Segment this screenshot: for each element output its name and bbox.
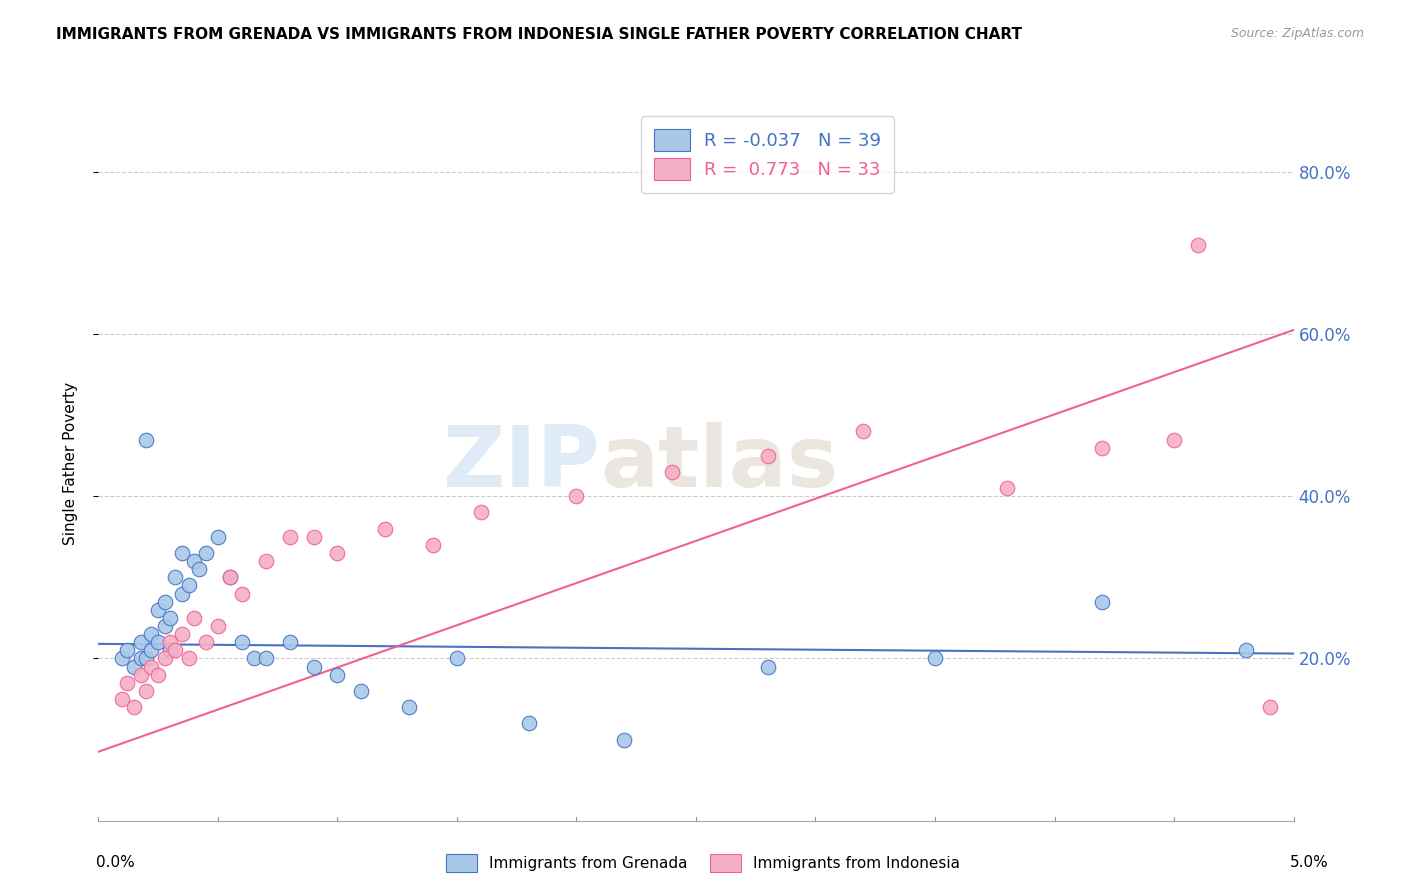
Point xyxy=(756,449,779,463)
Point xyxy=(163,643,186,657)
Point xyxy=(1258,700,1281,714)
Point xyxy=(172,586,194,600)
Point xyxy=(195,635,218,649)
Text: 0.0%: 0.0% xyxy=(96,855,135,870)
Point xyxy=(517,716,540,731)
Point xyxy=(183,554,205,568)
Point xyxy=(254,554,277,568)
Point xyxy=(278,530,301,544)
Point xyxy=(135,433,157,447)
Point xyxy=(398,700,420,714)
Point xyxy=(995,481,1018,495)
Text: atlas: atlas xyxy=(600,422,838,506)
Text: Source: ZipAtlas.com: Source: ZipAtlas.com xyxy=(1230,27,1364,40)
Point xyxy=(159,635,181,649)
Point xyxy=(1163,433,1185,447)
Y-axis label: Single Father Poverty: Single Father Poverty xyxy=(63,383,77,545)
Point xyxy=(1234,643,1257,657)
Point xyxy=(159,611,181,625)
Point xyxy=(1187,238,1209,252)
Point xyxy=(852,425,875,439)
Point xyxy=(124,700,146,714)
Point xyxy=(231,635,253,649)
Point xyxy=(172,627,194,641)
Point xyxy=(163,570,186,584)
Point xyxy=(148,635,170,649)
Point xyxy=(219,570,242,584)
Point xyxy=(159,643,181,657)
Point xyxy=(350,684,373,698)
Point xyxy=(924,651,946,665)
Point xyxy=(187,562,209,576)
Point xyxy=(139,627,162,641)
Text: ZIP: ZIP xyxy=(443,422,600,506)
Point xyxy=(1091,595,1114,609)
Point xyxy=(155,651,177,665)
Text: IMMIGRANTS FROM GRENADA VS IMMIGRANTS FROM INDONESIA SINGLE FATHER POVERTY CORRE: IMMIGRANTS FROM GRENADA VS IMMIGRANTS FR… xyxy=(56,27,1022,42)
Point xyxy=(470,506,492,520)
Point xyxy=(326,546,349,560)
Point xyxy=(183,611,205,625)
Point xyxy=(207,619,229,633)
Legend: R = -0.037   N = 39, R =  0.773   N = 33: R = -0.037 N = 39, R = 0.773 N = 33 xyxy=(641,116,894,193)
Point xyxy=(139,659,162,673)
Point xyxy=(131,667,153,681)
Text: 5.0%: 5.0% xyxy=(1289,855,1329,870)
Point xyxy=(179,578,201,592)
Point xyxy=(124,659,146,673)
Point xyxy=(278,635,301,649)
Point xyxy=(111,692,134,706)
Point xyxy=(219,570,242,584)
Legend: Immigrants from Grenada, Immigrants from Indonesia: Immigrants from Grenada, Immigrants from… xyxy=(439,846,967,880)
Point xyxy=(302,530,325,544)
Point xyxy=(565,489,588,503)
Point xyxy=(613,732,636,747)
Point xyxy=(302,659,325,673)
Point xyxy=(131,635,153,649)
Point xyxy=(131,651,153,665)
Point xyxy=(326,667,349,681)
Point xyxy=(254,651,277,665)
Point xyxy=(374,522,396,536)
Point xyxy=(111,651,134,665)
Point xyxy=(1091,441,1114,455)
Point xyxy=(172,546,194,560)
Point xyxy=(155,595,177,609)
Point xyxy=(231,586,253,600)
Point xyxy=(243,651,266,665)
Point xyxy=(446,651,468,665)
Point xyxy=(422,538,444,552)
Point xyxy=(195,546,218,560)
Point xyxy=(115,675,138,690)
Point xyxy=(661,465,683,479)
Point xyxy=(135,651,157,665)
Point xyxy=(139,643,162,657)
Point xyxy=(115,643,138,657)
Point xyxy=(135,684,157,698)
Point xyxy=(148,603,170,617)
Point xyxy=(179,651,201,665)
Point xyxy=(148,667,170,681)
Point xyxy=(155,619,177,633)
Point xyxy=(756,659,779,673)
Point xyxy=(207,530,229,544)
